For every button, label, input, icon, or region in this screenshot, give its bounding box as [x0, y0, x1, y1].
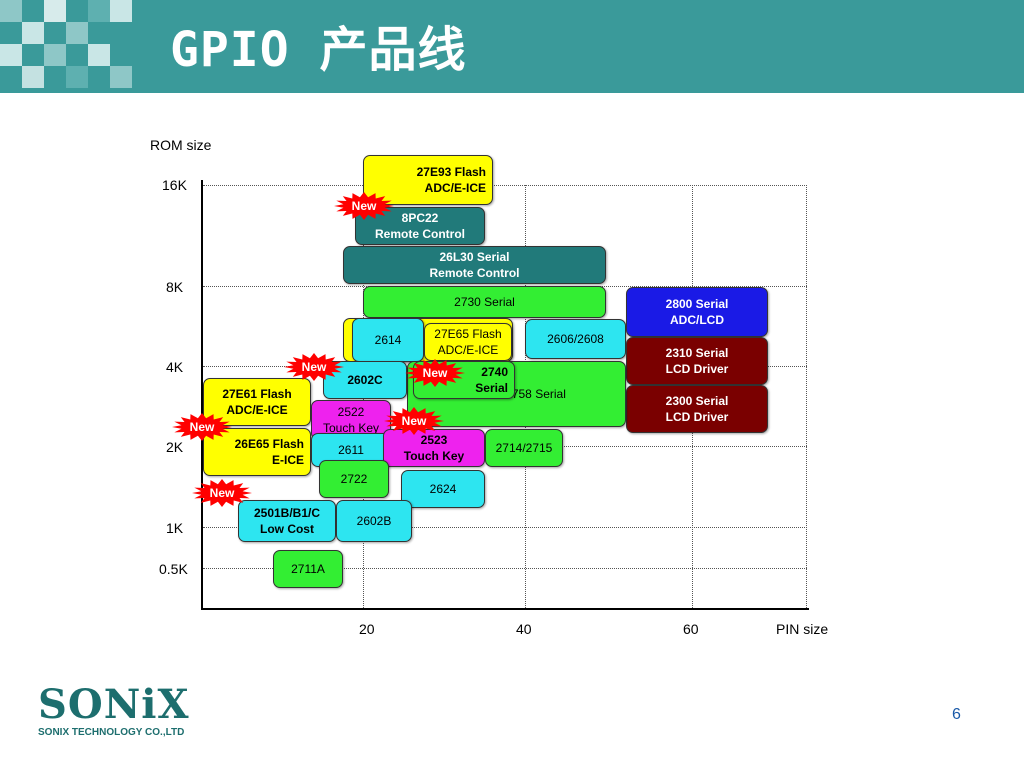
sonix-logo: SONiX SONIX TECHNOLOGY CO.,LTD	[38, 683, 218, 743]
y-tick-label: 0.5K	[159, 561, 188, 577]
x-axis-title: PIN size	[776, 621, 829, 637]
product-label: 26L30 Serial Remote Control	[429, 250, 520, 280]
new-badge: New	[404, 358, 466, 388]
starburst-icon	[405, 359, 465, 387]
product-block: 2606/2608	[525, 319, 626, 359]
y-tick-label: 1K	[166, 520, 184, 536]
product-label: 2602B	[356, 514, 392, 528]
product-label: 26E65 Flash E-ICE	[234, 437, 304, 467]
product-block: 26L30 Serial Remote Control	[343, 246, 606, 284]
product-label: 2800 Serial ADC/LCD	[665, 297, 729, 327]
decor-square	[110, 0, 132, 22]
product-label: 2740 Serial	[475, 365, 508, 395]
new-badge: New	[333, 191, 395, 221]
decor-square	[66, 66, 88, 88]
decor-square	[44, 44, 66, 66]
page-number: 6	[952, 706, 961, 723]
product-label: 2522 Touch Key	[322, 405, 380, 435]
decor-square	[22, 22, 44, 44]
decor-square	[110, 66, 132, 88]
slide-title: GPIO 产品线	[170, 22, 467, 78]
y-tick-label: 2K	[166, 439, 184, 455]
new-badge: New	[283, 352, 345, 382]
logo-wordmark: SONiX	[38, 681, 190, 728]
new-badge-label: New	[351, 199, 377, 213]
new-badge: New	[191, 478, 253, 508]
starburst-icon	[334, 192, 394, 220]
product-label: 2611	[338, 443, 364, 457]
product-block: 2714/2715	[485, 429, 563, 467]
decor-square	[88, 44, 110, 66]
x-tick-label: 60	[683, 621, 699, 637]
product-label: 2730 Serial	[454, 295, 515, 309]
new-badge-label: New	[189, 420, 215, 434]
product-label: 27E65 Flash ADC/E-ICE	[434, 327, 502, 357]
h-gridline	[203, 185, 807, 186]
starburst-icon	[284, 353, 344, 381]
starburst-icon	[384, 407, 444, 435]
product-label: 2606/2608	[547, 332, 604, 346]
decor-square	[88, 0, 110, 22]
product-block: 2800 Serial ADC/LCD	[626, 287, 768, 337]
product-line-chart: ROM size PIN size 16K 8K 4K 2K 1K 0.5K 2…	[0, 93, 1024, 673]
product-block: 2614	[352, 318, 424, 362]
product-block: 2722	[319, 460, 389, 498]
logo-company-name: SONIX TECHNOLOGY CO.,LTD	[38, 727, 185, 738]
decor-square	[44, 0, 66, 22]
new-badge-label: New	[209, 486, 235, 500]
product-label: 2714/2715	[495, 441, 553, 455]
product-label: 27E61 Flash ADC/E-ICE	[222, 387, 292, 417]
product-block: 2310 Serial LCD Driver	[626, 337, 768, 385]
product-label: 2310 Serial LCD Driver	[665, 346, 729, 376]
decor-square	[0, 44, 22, 66]
product-label: 2501B/B1/C Low Cost	[253, 506, 321, 536]
product-label: 2624	[429, 482, 457, 496]
product-label: 8PC22 Remote Control	[375, 211, 465, 241]
y-tick-label: 4K	[166, 359, 184, 375]
h-gridline	[203, 568, 807, 569]
decor-square	[66, 22, 88, 44]
y-tick-label: 16K	[162, 177, 187, 193]
starburst-icon	[192, 479, 252, 507]
x-axis	[201, 608, 809, 610]
x-tick-label: 20	[359, 621, 375, 637]
product-block: 2711A	[273, 550, 343, 588]
product-block: 2501B/B1/C Low Cost	[238, 500, 336, 542]
decor-square	[22, 66, 44, 88]
product-label: 2523 Touch Key	[403, 433, 465, 463]
product-label: 2300 Serial LCD Driver	[665, 394, 729, 424]
product-block: 27E61 Flash ADC/E-ICE	[203, 378, 311, 426]
new-badge: New	[383, 406, 445, 436]
product-label: 2602C	[347, 373, 383, 387]
y-tick-label: 8K	[166, 279, 184, 295]
new-badge-label: New	[401, 414, 427, 428]
new-badge-label: New	[301, 360, 327, 374]
starburst-icon	[172, 413, 232, 441]
h-gridline	[203, 527, 807, 528]
product-label: 27E93 Flash ADC/E-ICE	[416, 165, 486, 195]
product-block: 2300 Serial LCD Driver	[626, 385, 768, 433]
y-axis-title: ROM size	[150, 137, 212, 153]
new-badge: New	[171, 412, 233, 442]
product-label: 2722	[340, 472, 368, 486]
product-block: 27E65 Flash ADC/E-ICE	[424, 323, 512, 361]
product-block: 8PC22 Remote Control	[355, 207, 485, 245]
y-axis	[201, 180, 203, 610]
product-block: 2730 Serial	[363, 286, 606, 318]
product-block: 2523 Touch Key	[383, 429, 485, 467]
title-bar: GPIO 产品线	[0, 0, 1024, 93]
product-block: 2602B	[336, 500, 412, 542]
product-label: 2711A	[291, 562, 325, 576]
product-label: 2614	[374, 333, 402, 347]
v-gridline	[806, 185, 807, 608]
new-badge-label: New	[422, 366, 448, 380]
product-block: 2740 Serial	[413, 361, 515, 399]
x-tick-label: 40	[516, 621, 532, 637]
decor-square	[0, 0, 22, 22]
product-block: 2624	[401, 470, 485, 508]
